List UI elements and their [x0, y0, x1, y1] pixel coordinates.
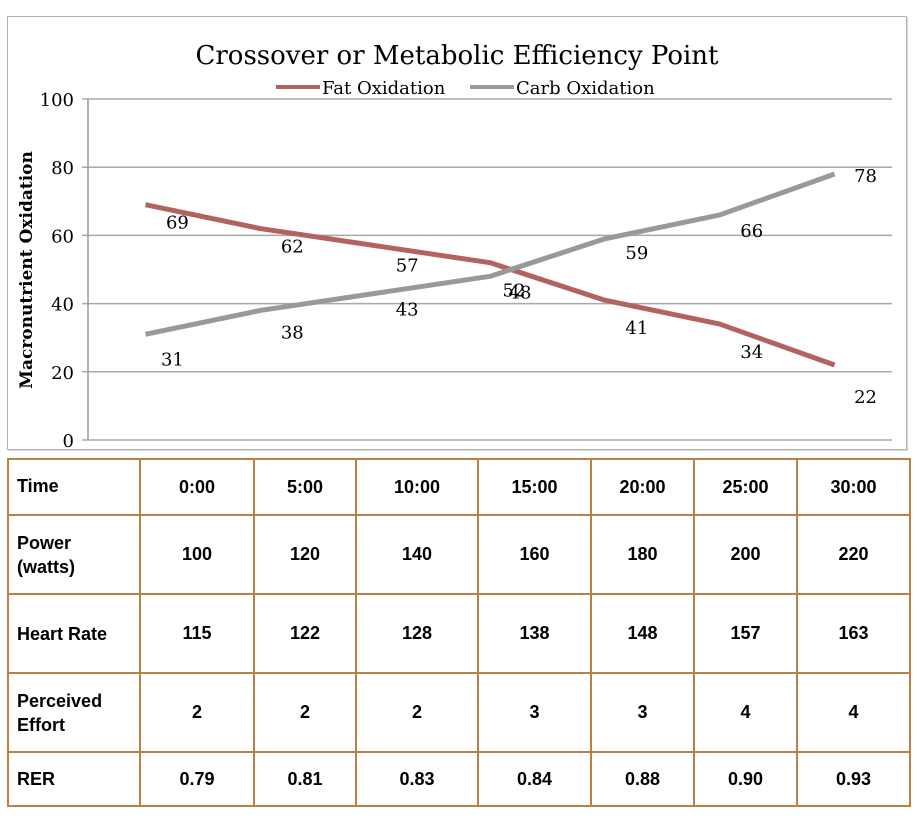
chart-area: [7, 16, 907, 450]
table-cell: 160: [477, 514, 592, 595]
data-label: 48: [509, 282, 532, 303]
row-header-text: Perceived: [17, 690, 103, 711]
table-cell: 25:00: [693, 458, 798, 516]
y-tick-label: 0: [63, 431, 74, 452]
row-header-text: RER: [17, 769, 56, 789]
data-label: 52: [503, 281, 526, 302]
table-cell: 0.79: [139, 751, 255, 807]
table-cell: 10:00: [355, 458, 479, 516]
y-tick-label: 80: [51, 158, 74, 179]
table-cell: 0.88: [590, 751, 695, 807]
table-cell: 4: [693, 672, 798, 753]
table-cell: 2: [355, 672, 479, 753]
table-cell: 157: [693, 593, 798, 674]
row-header: RER: [7, 751, 141, 807]
table-cell: 15:00: [477, 458, 592, 516]
legend-label: Fat Oxidation: [322, 78, 446, 99]
data-label: 38: [281, 322, 304, 343]
row-header: Time: [7, 458, 141, 516]
table-cell: 20:00: [590, 458, 695, 516]
data-labels: 69 62 57 52 41 34 22 31 38 43 48 59 66 78: [161, 166, 877, 408]
y-axis-label: Macronutrient Oxidation: [17, 151, 37, 389]
chart-title: Crossover or Metabolic Efficiency Point: [195, 41, 719, 71]
table-cell: 140: [355, 514, 479, 595]
row-header: Power (watts): [7, 514, 141, 595]
legend-label: Carb Oxidation: [516, 78, 655, 99]
table-cell: 180: [590, 514, 695, 595]
table-cell: 115: [139, 593, 255, 674]
row-header: Heart Rate: [7, 593, 141, 674]
data-label: 41: [625, 318, 648, 339]
table-cell: 0.90: [693, 751, 798, 807]
table-cell: 0.84: [477, 751, 592, 807]
row-header-text: Effort: [17, 714, 65, 735]
data-label: 69: [166, 213, 189, 234]
data-label: 62: [281, 237, 304, 258]
y-tick-label: 100: [40, 90, 74, 111]
data-label: 43: [396, 299, 419, 320]
table-cell: 4: [796, 672, 911, 753]
table-cell: 100: [139, 514, 255, 595]
row-header-text: Time: [17, 476, 59, 496]
table-cell: 3: [590, 672, 695, 753]
table-cell: 148: [590, 593, 695, 674]
table-cell: 0:00: [139, 458, 255, 516]
table-cell: 220: [796, 514, 911, 595]
y-tick-label: 60: [51, 226, 74, 247]
table-cell: 163: [796, 593, 911, 674]
table-cell: 3: [477, 672, 592, 753]
line-chart: Crossover or Metabolic Efficiency Point …: [17, 41, 892, 452]
table-cell: 138: [477, 593, 592, 674]
series-line-fat-oxidation: [144, 202, 836, 368]
table-cell: 0.83: [355, 751, 479, 807]
table-cell: 2: [139, 672, 255, 753]
data-label: 31: [161, 349, 184, 370]
data-table: Time 0:00 5:00 10:00 15:00 20:00 25:00 30:00 Pow…: [7, 458, 911, 807]
table-cell: 30:00: [796, 458, 911, 516]
table-cell: 0.81: [253, 751, 357, 807]
data-label: 22: [854, 387, 877, 408]
row-header-text: Power: [17, 532, 72, 553]
data-label: 34: [740, 342, 763, 363]
gridlines: [82, 98, 892, 441]
row-header-text: (watts): [17, 556, 75, 577]
legend: Fat Oxidation Carb Oxidation: [276, 78, 655, 99]
y-tick-label: 20: [51, 363, 74, 384]
y-axis-ticks: 0 20 40 60 80 100: [40, 90, 74, 452]
table-cell: 122: [253, 593, 357, 674]
table-cell: 2: [253, 672, 357, 753]
table-cell: 128: [355, 593, 479, 674]
table-row: Time 0:00 5:00 10:00 15:00 20:00 25:00 30:00: [7, 458, 911, 516]
data-label: 78: [854, 166, 877, 187]
table-row: RER 0.79 0.81 0.83 0.84 0.88 0.90 0.93: [7, 751, 911, 807]
row-header-text: Heart Rate: [17, 623, 108, 644]
table-row: Heart Rate 115 122 128 138 148 157 163: [7, 593, 911, 674]
y-tick-label: 40: [51, 295, 74, 316]
data-label: 66: [740, 221, 763, 242]
series-line-carb-oxidation: [144, 171, 836, 337]
table-cell: 5:00: [253, 458, 357, 516]
data-label: 59: [625, 243, 648, 264]
row-header: Perceived Effort: [7, 672, 141, 753]
table-row: Perceived Effort 2 2 2 3 3 4 4: [7, 672, 911, 753]
data-label: 57: [396, 256, 419, 277]
table-cell: 120: [253, 514, 357, 595]
table-cell: 200: [693, 514, 798, 595]
table-row: Power (watts) 100 120 140 160 180 200 220: [7, 514, 911, 595]
table-cell: 0.93: [796, 751, 911, 807]
series-lines: [144, 171, 836, 368]
